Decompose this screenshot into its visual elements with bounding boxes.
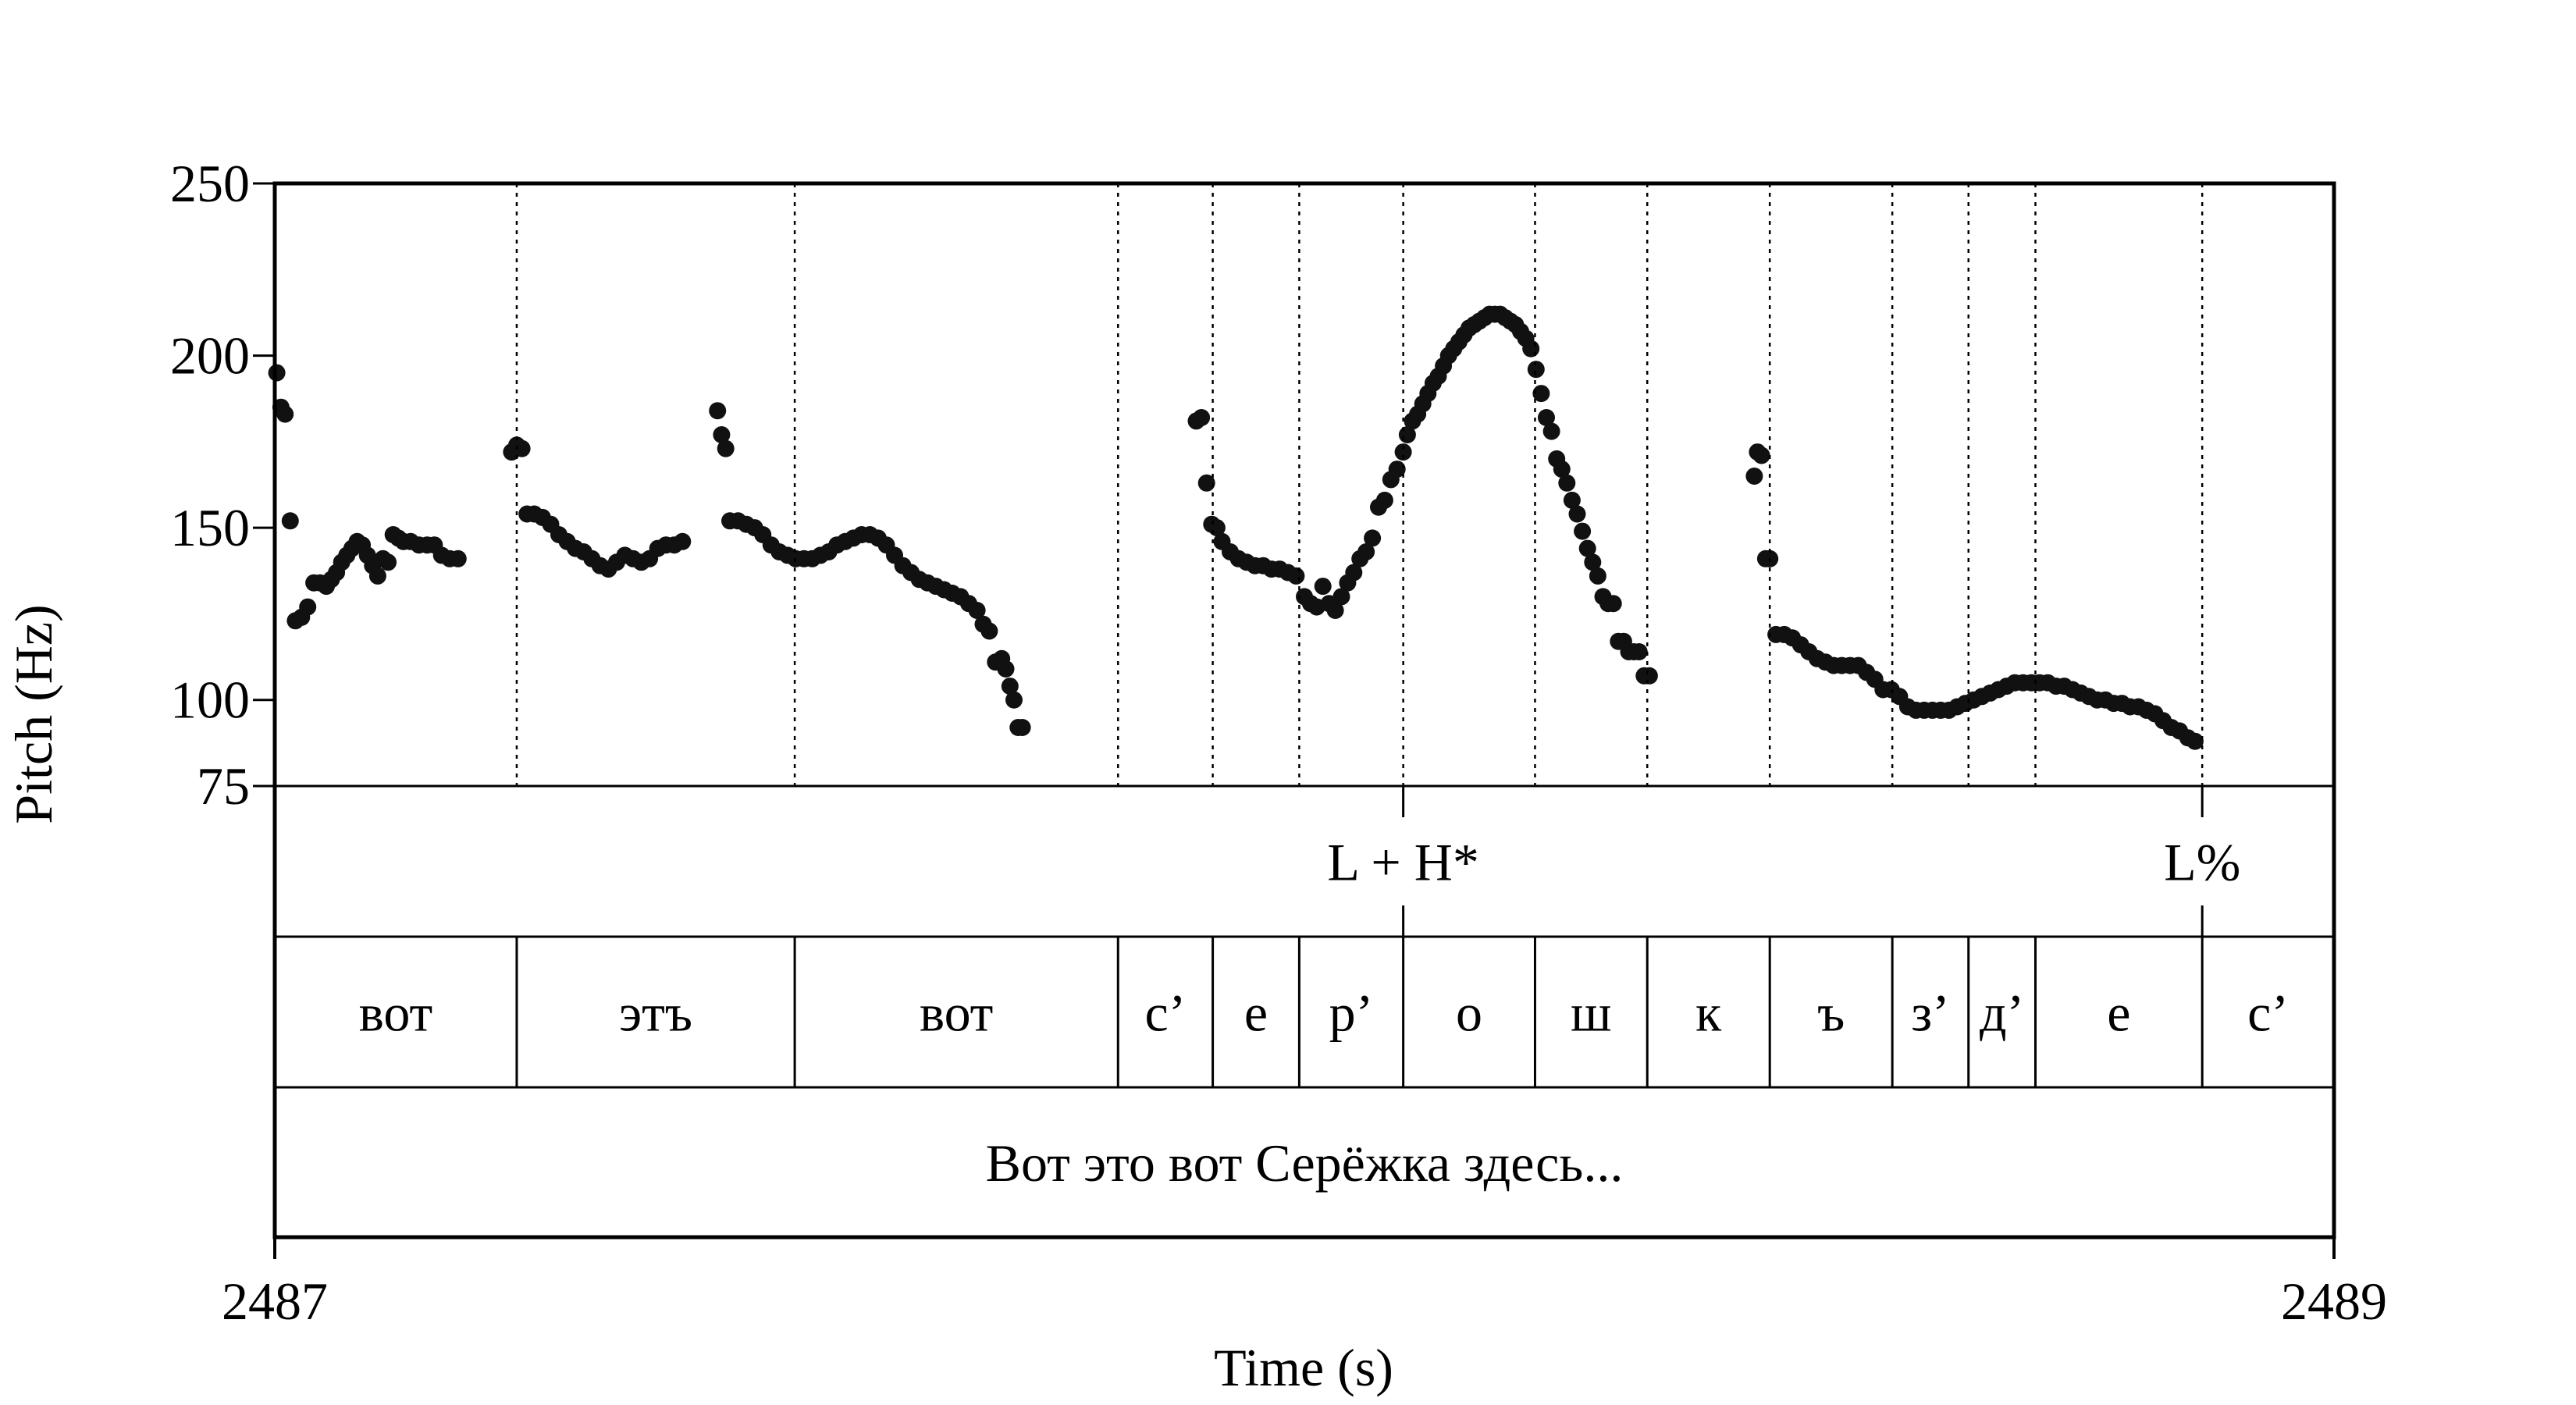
- pitch-point: [1527, 361, 1545, 379]
- x-axis-label: Time (s): [1214, 1338, 1393, 1397]
- pitch-point: [1558, 474, 1576, 492]
- pitch-point: [276, 405, 294, 423]
- pitch-point: [1193, 409, 1211, 426]
- pitch-point: [281, 512, 299, 530]
- pitch-point: [1001, 678, 1019, 695]
- pitch-point: [1364, 529, 1382, 547]
- pitch-point: [1013, 719, 1031, 736]
- pitch-point: [1574, 522, 1592, 540]
- segment-label: е: [1244, 984, 1268, 1043]
- annotation-tiers: L + H* L% вот этъ вот с’ е р’ о ш к ъ з’ д’ е с’ Вот это…: [359, 786, 2289, 1193]
- pitch-point: [674, 532, 692, 550]
- pitch-point: [1314, 578, 1332, 596]
- plot-frame: [272, 181, 2336, 1240]
- pitch-point: [1345, 564, 1363, 582]
- pitch-point: [980, 622, 998, 640]
- pitch-point: [449, 550, 467, 567]
- pitch-point: [513, 439, 531, 457]
- segment-label: ъ: [1817, 984, 1845, 1043]
- pitch-point: [1604, 595, 1622, 613]
- pitch-point: [268, 364, 286, 382]
- pitch-point: [1326, 602, 1344, 619]
- pitch-point: [379, 553, 397, 571]
- pitch-point: [1752, 446, 1770, 464]
- pitch-point: [1584, 553, 1602, 571]
- segment-label: к: [1695, 984, 1722, 1043]
- pitch-point: [1568, 505, 1586, 523]
- segment-label: з’: [1911, 984, 1950, 1043]
- pitch-point: [1375, 491, 1393, 509]
- x-axis: 2487 2489: [222, 1237, 2387, 1331]
- segment-label: е: [2107, 984, 2130, 1043]
- y-tick-label: 250: [170, 154, 250, 213]
- segment-label: вот: [359, 984, 432, 1043]
- segment-label: с’: [1145, 984, 1187, 1043]
- segment-label: д’: [1980, 984, 2024, 1043]
- pitch-point: [1745, 468, 1763, 485]
- pitch-point: [1553, 461, 1571, 478]
- pitch-point: [1287, 567, 1305, 585]
- pitch-point: [368, 567, 386, 585]
- frame-rect: [272, 181, 2336, 1240]
- x-tick-label: 2489: [2281, 1272, 2387, 1331]
- pitch-point: [1542, 422, 1560, 440]
- pitch-point: [968, 602, 986, 619]
- pitch-point: [1005, 691, 1023, 709]
- tone-label: L%: [2164, 833, 2240, 892]
- segment-label: этъ: [619, 984, 692, 1043]
- pitch-point: [1630, 643, 1648, 660]
- pitch-point: [713, 426, 731, 443]
- segment-label: с’: [2247, 984, 2289, 1043]
- pitch-points: [268, 305, 2204, 750]
- pitch-point: [1394, 443, 1412, 461]
- pitch-point: [1388, 461, 1406, 478]
- segment-label: вот: [920, 984, 993, 1043]
- pitch-point: [1357, 543, 1375, 560]
- pitch-point: [1532, 385, 1550, 403]
- x-tick-label: 2487: [222, 1272, 328, 1331]
- pitch-point: [1522, 340, 1540, 357]
- pitch-point: [1578, 539, 1596, 557]
- segment-label: о: [1456, 984, 1482, 1043]
- pitch-point: [717, 439, 735, 457]
- y-tick-label: 100: [170, 670, 250, 730]
- sentence-label: Вот это вот Серёжка здесь...: [986, 1133, 1624, 1193]
- y-tick-label: 150: [170, 498, 250, 557]
- pitch-point: [299, 598, 317, 616]
- pitch-point: [1589, 567, 1606, 585]
- segment-label: р’: [1329, 984, 1374, 1043]
- pitch-point: [1332, 588, 1350, 606]
- y-tick-label: 75: [197, 756, 250, 816]
- pitch-point: [709, 402, 727, 420]
- y-tick-label: 200: [170, 326, 250, 386]
- y-axis-label: Pitch (Hz): [4, 604, 63, 823]
- pitch-point: [2186, 732, 2204, 750]
- pitch-point: [1197, 474, 1215, 492]
- tone-label: L + H*: [1327, 833, 1478, 892]
- y-axis: 75 100 150 200 250: [170, 154, 275, 816]
- pitch-point: [997, 660, 1015, 678]
- pitch-point: [1563, 491, 1581, 509]
- pitch-point: [1538, 409, 1555, 426]
- segment-label: ш: [1571, 984, 1611, 1043]
- pitch-point: [1640, 667, 1658, 685]
- boundary-lines: [515, 183, 2204, 786]
